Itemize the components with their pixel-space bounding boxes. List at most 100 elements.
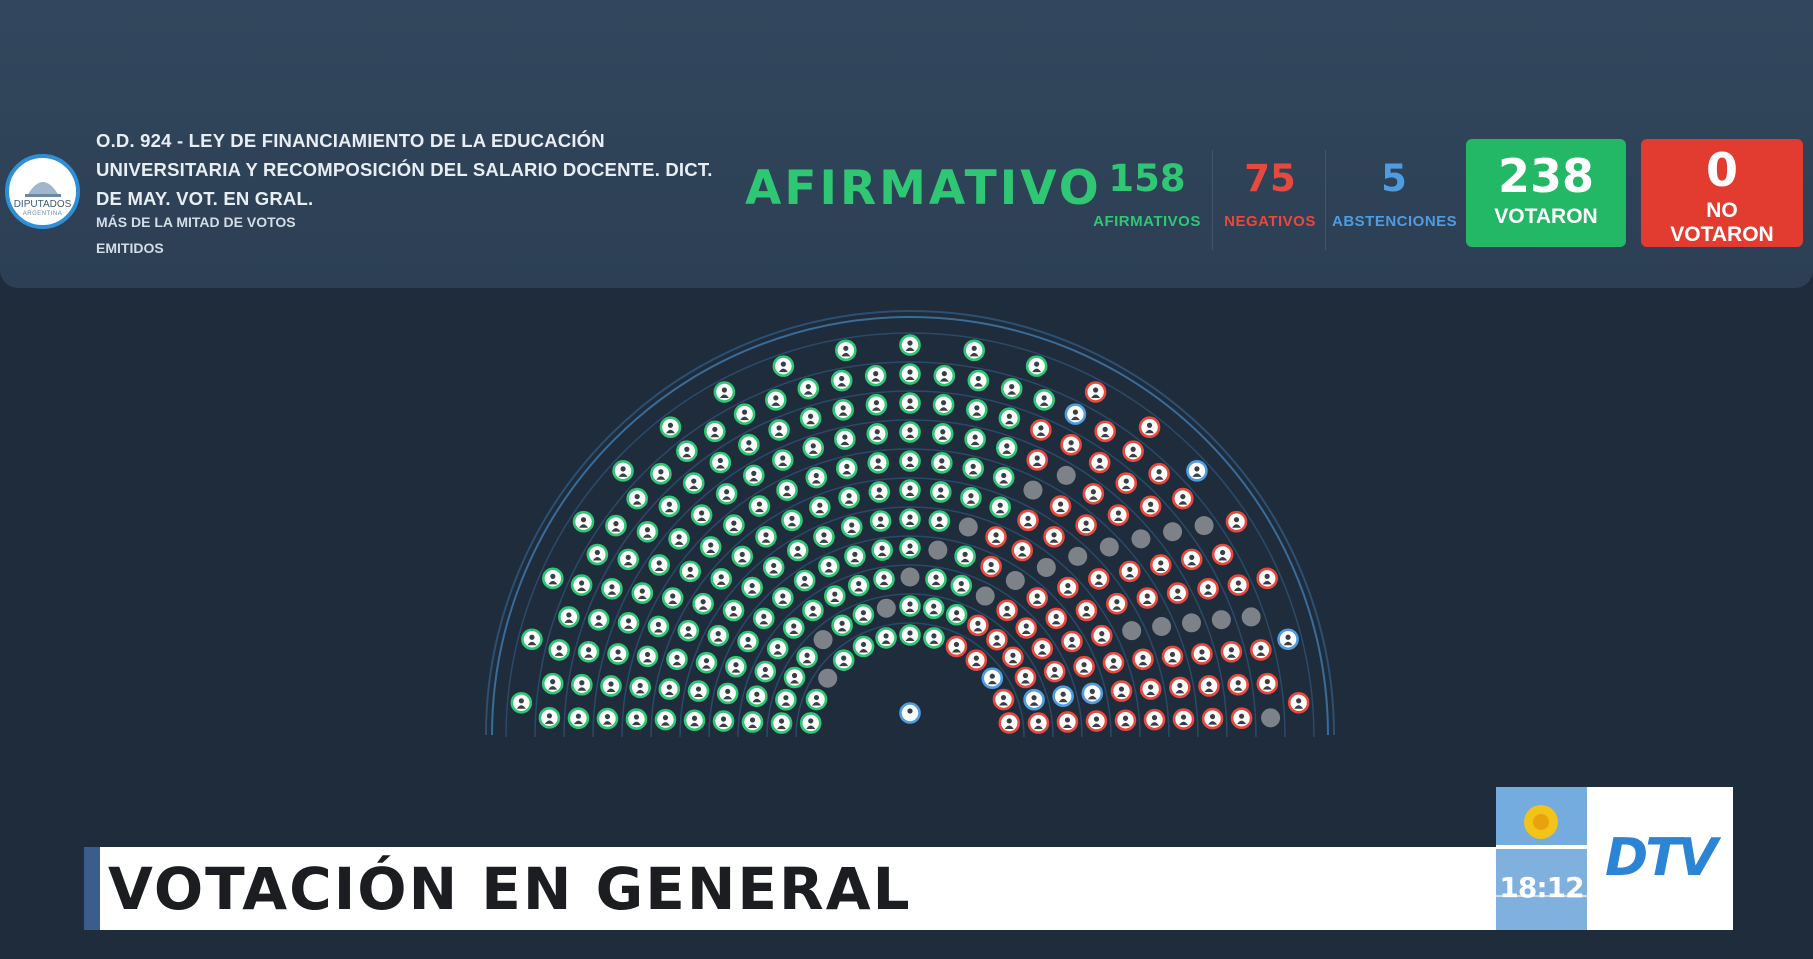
lower-third-headline: VOTACIÓN EN GENERAL <box>108 855 912 923</box>
deputy-seat <box>1230 707 1253 729</box>
channel-logo: DTV <box>1605 828 1718 888</box>
negative-label: NEGATIVOS <box>1224 213 1316 230</box>
deputy-seat <box>755 525 777 548</box>
deputy-seat <box>636 645 659 668</box>
deputy-seat <box>775 688 797 711</box>
deputy-seat <box>1172 487 1194 510</box>
deputy-seat <box>1027 712 1050 734</box>
deputy-seat <box>1049 495 1072 517</box>
deputy-seat <box>1014 666 1037 689</box>
deputy-seat <box>647 615 670 638</box>
voted-box: 238 VOTARON <box>1466 139 1626 247</box>
deputy-seat <box>521 628 543 651</box>
seat-row-arc <box>795 622 1025 738</box>
deputy-seat <box>1036 557 1056 577</box>
deputy-seat <box>831 614 853 637</box>
deputy-seat <box>925 568 947 590</box>
deputy-seat <box>1023 480 1043 500</box>
deputy-seat <box>782 617 805 639</box>
deputy-seat <box>742 464 765 487</box>
deputy-seat <box>629 676 651 699</box>
deputy-seat <box>963 339 985 362</box>
deputy-seat <box>899 450 921 472</box>
deputy-seat <box>1102 651 1125 674</box>
deputy-seat <box>1085 710 1108 732</box>
seat-row-arc <box>766 593 1054 738</box>
deputy-seat <box>626 487 648 510</box>
deputy-seat <box>1138 416 1161 439</box>
deputy-seat <box>869 510 892 532</box>
deputy-seat <box>929 481 952 503</box>
not-voted-count: 0 <box>1705 143 1738 197</box>
deputy-seat <box>617 548 640 571</box>
deputy-seat <box>844 545 866 568</box>
deputy-seat <box>1011 539 1034 562</box>
deputy-seat <box>738 433 760 456</box>
deputy-seat <box>830 369 853 392</box>
deputy-seat <box>1143 708 1166 731</box>
deputy-seat <box>809 496 831 519</box>
deputy-seat <box>1056 711 1079 733</box>
deputy-seat <box>1114 709 1137 732</box>
deputy-seat <box>1015 617 1038 639</box>
deputy-seat <box>731 545 754 568</box>
deputy-seat <box>1256 672 1279 695</box>
seat-row-arc <box>592 419 1228 738</box>
deputy-seat <box>1026 587 1048 609</box>
deputy-seat <box>1261 708 1281 728</box>
deputy-seat <box>995 437 1018 459</box>
deputy-seat <box>867 452 889 474</box>
deputy-seat <box>1005 570 1025 590</box>
diputados-logo: DIPUTADOS ARGENTINA <box>5 154 80 229</box>
deputy-seat <box>668 528 690 550</box>
deputy-seat <box>776 479 798 501</box>
deputy-seat <box>748 495 771 517</box>
deputy-seat <box>577 640 600 663</box>
deputy-seat <box>1000 377 1023 400</box>
deputy-seat <box>762 556 785 579</box>
deputy-seat <box>960 486 982 509</box>
deputy-seat <box>572 510 595 533</box>
abstention-count: 5 <box>1381 157 1407 200</box>
deputy-seat <box>967 614 989 637</box>
deputy-seat <box>1250 639 1272 661</box>
stat-negative: 75 NEGATIVOS <box>1220 155 1320 230</box>
not-voted-box: 0 NO VOTARON <box>1641 139 1803 247</box>
deputy-seat <box>1030 419 1052 441</box>
deputy-seat <box>1211 543 1234 566</box>
deputy-seat <box>1045 607 1068 630</box>
deputy-seat <box>558 606 580 628</box>
deputy-seat <box>725 655 747 678</box>
deputy-seat <box>1107 504 1130 526</box>
lower-third-accent <box>84 847 100 930</box>
deputy-seat <box>1287 691 1310 714</box>
chamber-outline-arc <box>491 316 1329 736</box>
deputy-seat <box>754 660 777 683</box>
vote-result: AFIRMATIVO <box>745 161 1102 216</box>
deputy-seat <box>1241 607 1261 627</box>
seat-row-arc <box>650 477 1170 738</box>
deputy-seat <box>1082 482 1105 505</box>
deputy-seat <box>1118 560 1141 583</box>
deputy-seat <box>541 672 564 695</box>
deputy-seat <box>1148 462 1170 485</box>
deputy-seat <box>722 599 745 622</box>
chamber-seat-map <box>485 310 1335 738</box>
deputy-seat <box>682 472 705 494</box>
deputy-seat <box>1026 449 1049 471</box>
deputy-seat <box>998 712 1021 734</box>
deputy-seat <box>1136 587 1159 609</box>
deputy-seat <box>899 421 921 443</box>
deputy-seat <box>1172 708 1195 730</box>
deputy-seat <box>1201 707 1224 730</box>
bill-title: O.D. 924 - LEY DE FINANCIAMIENTO DE LA E… <box>96 130 713 209</box>
deputy-seat <box>687 680 710 702</box>
deputy-seat <box>1139 678 1162 700</box>
deputy-seat <box>654 708 677 731</box>
affirmative-label: AFIRMATIVOS <box>1093 213 1201 230</box>
congress-dome-icon <box>25 182 61 197</box>
deputy-seat <box>1132 648 1154 671</box>
deputy-seat <box>864 364 887 387</box>
deputy-seat <box>899 392 921 414</box>
deputy-seat <box>607 643 629 665</box>
